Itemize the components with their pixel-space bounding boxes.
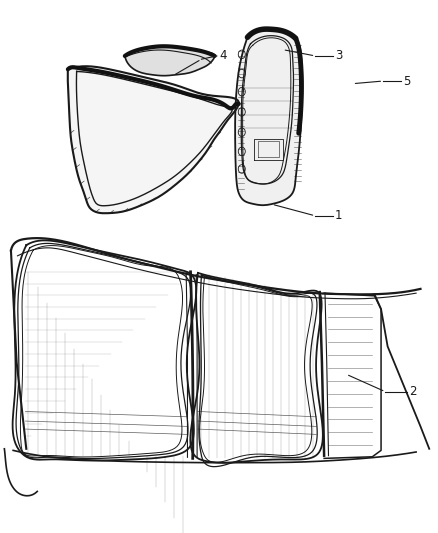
Text: 5: 5: [403, 75, 410, 87]
Text: 2: 2: [410, 385, 417, 398]
Text: 4: 4: [219, 50, 226, 62]
Polygon shape: [235, 29, 302, 205]
Text: 3: 3: [335, 50, 343, 62]
Text: 1: 1: [335, 209, 343, 222]
Polygon shape: [125, 46, 215, 76]
Polygon shape: [68, 66, 239, 213]
